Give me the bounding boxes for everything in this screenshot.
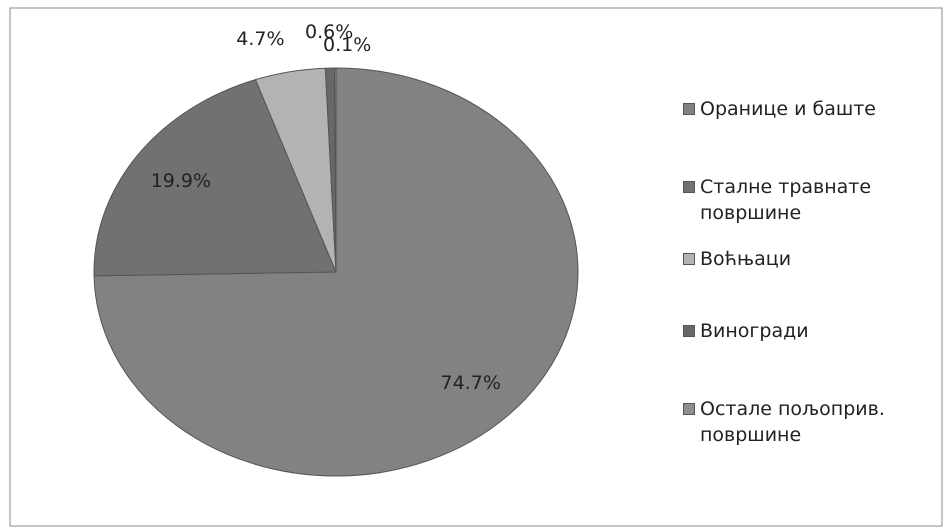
- pie-slice: [93, 67, 579, 477]
- legend-label: Оранице и баште: [700, 98, 876, 120]
- legend-label: Виногради: [700, 320, 809, 342]
- legend-swatch: [683, 403, 695, 415]
- data-label: 74.7%: [441, 372, 501, 394]
- legend-swatch: [683, 325, 695, 337]
- legend-swatch: [683, 103, 695, 115]
- legend-swatch: [683, 253, 695, 265]
- data-label: 4.7%: [236, 28, 284, 50]
- legend-label: Воћњаци: [700, 248, 792, 270]
- data-label: 0.1%: [323, 34, 371, 56]
- data-label: 0.6%: [305, 21, 353, 43]
- legend-label: Остале пољоприв. површине: [700, 398, 885, 446]
- legend-swatch: [683, 181, 695, 193]
- data-label: 19.9%: [151, 170, 211, 192]
- legend-label: Сталне травнате површине: [700, 176, 872, 224]
- pie-slice: [333, 67, 337, 273]
